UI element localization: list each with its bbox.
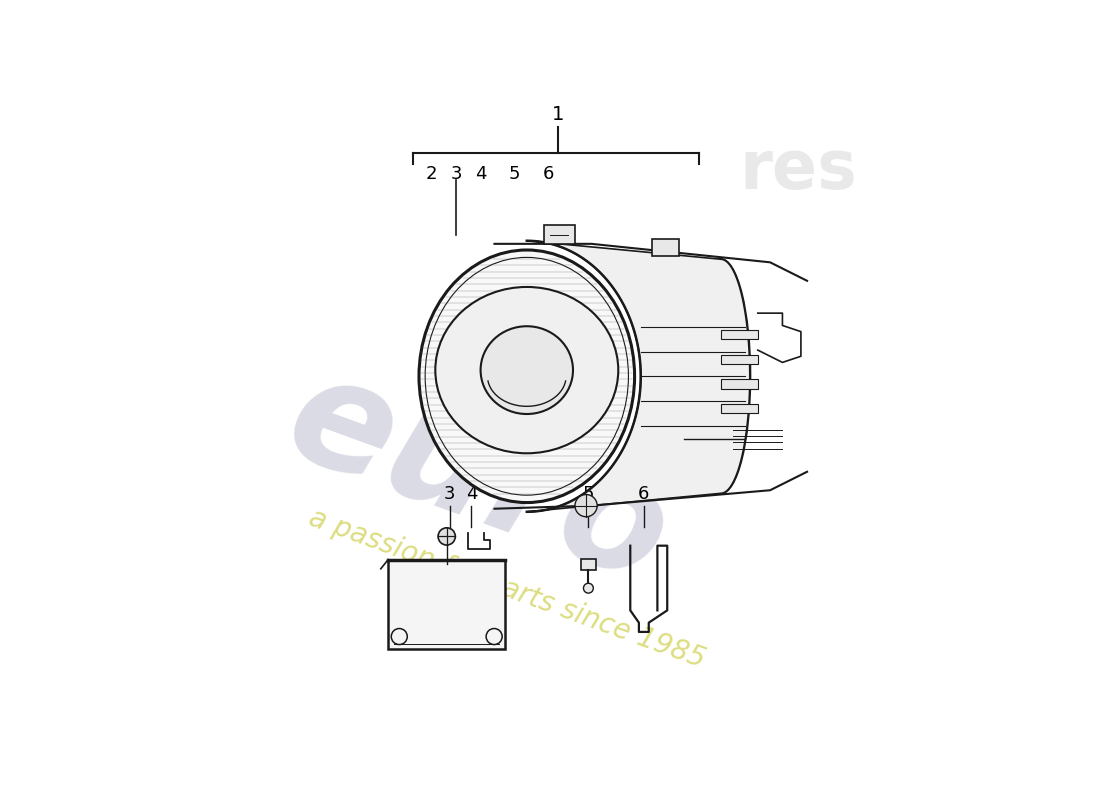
Text: a passion for parts since 1985: a passion for parts since 1985 [305, 504, 708, 674]
Circle shape [575, 494, 597, 517]
Circle shape [583, 583, 593, 593]
Bar [543, 226, 574, 244]
Ellipse shape [436, 287, 618, 454]
Ellipse shape [419, 250, 635, 502]
Ellipse shape [481, 326, 573, 414]
Ellipse shape [692, 259, 750, 494]
Text: 4: 4 [475, 165, 486, 183]
Text: 5: 5 [508, 165, 520, 183]
Bar [720, 330, 758, 339]
Text: 3: 3 [444, 485, 455, 502]
Text: euro: euro [268, 341, 689, 615]
Text: 5: 5 [583, 485, 594, 502]
Text: res: res [739, 137, 857, 203]
Text: 6: 6 [542, 165, 554, 183]
Text: 3: 3 [450, 165, 462, 183]
Bar [652, 239, 679, 256]
Polygon shape [527, 241, 750, 512]
Text: 4: 4 [465, 485, 477, 502]
Text: 6: 6 [638, 485, 649, 502]
Bar [720, 379, 758, 389]
Bar [720, 404, 758, 414]
Circle shape [438, 528, 455, 545]
Text: 1: 1 [551, 105, 564, 124]
Bar [581, 558, 596, 570]
Text: 2: 2 [426, 165, 437, 183]
Bar [720, 354, 758, 364]
Bar [388, 559, 505, 649]
